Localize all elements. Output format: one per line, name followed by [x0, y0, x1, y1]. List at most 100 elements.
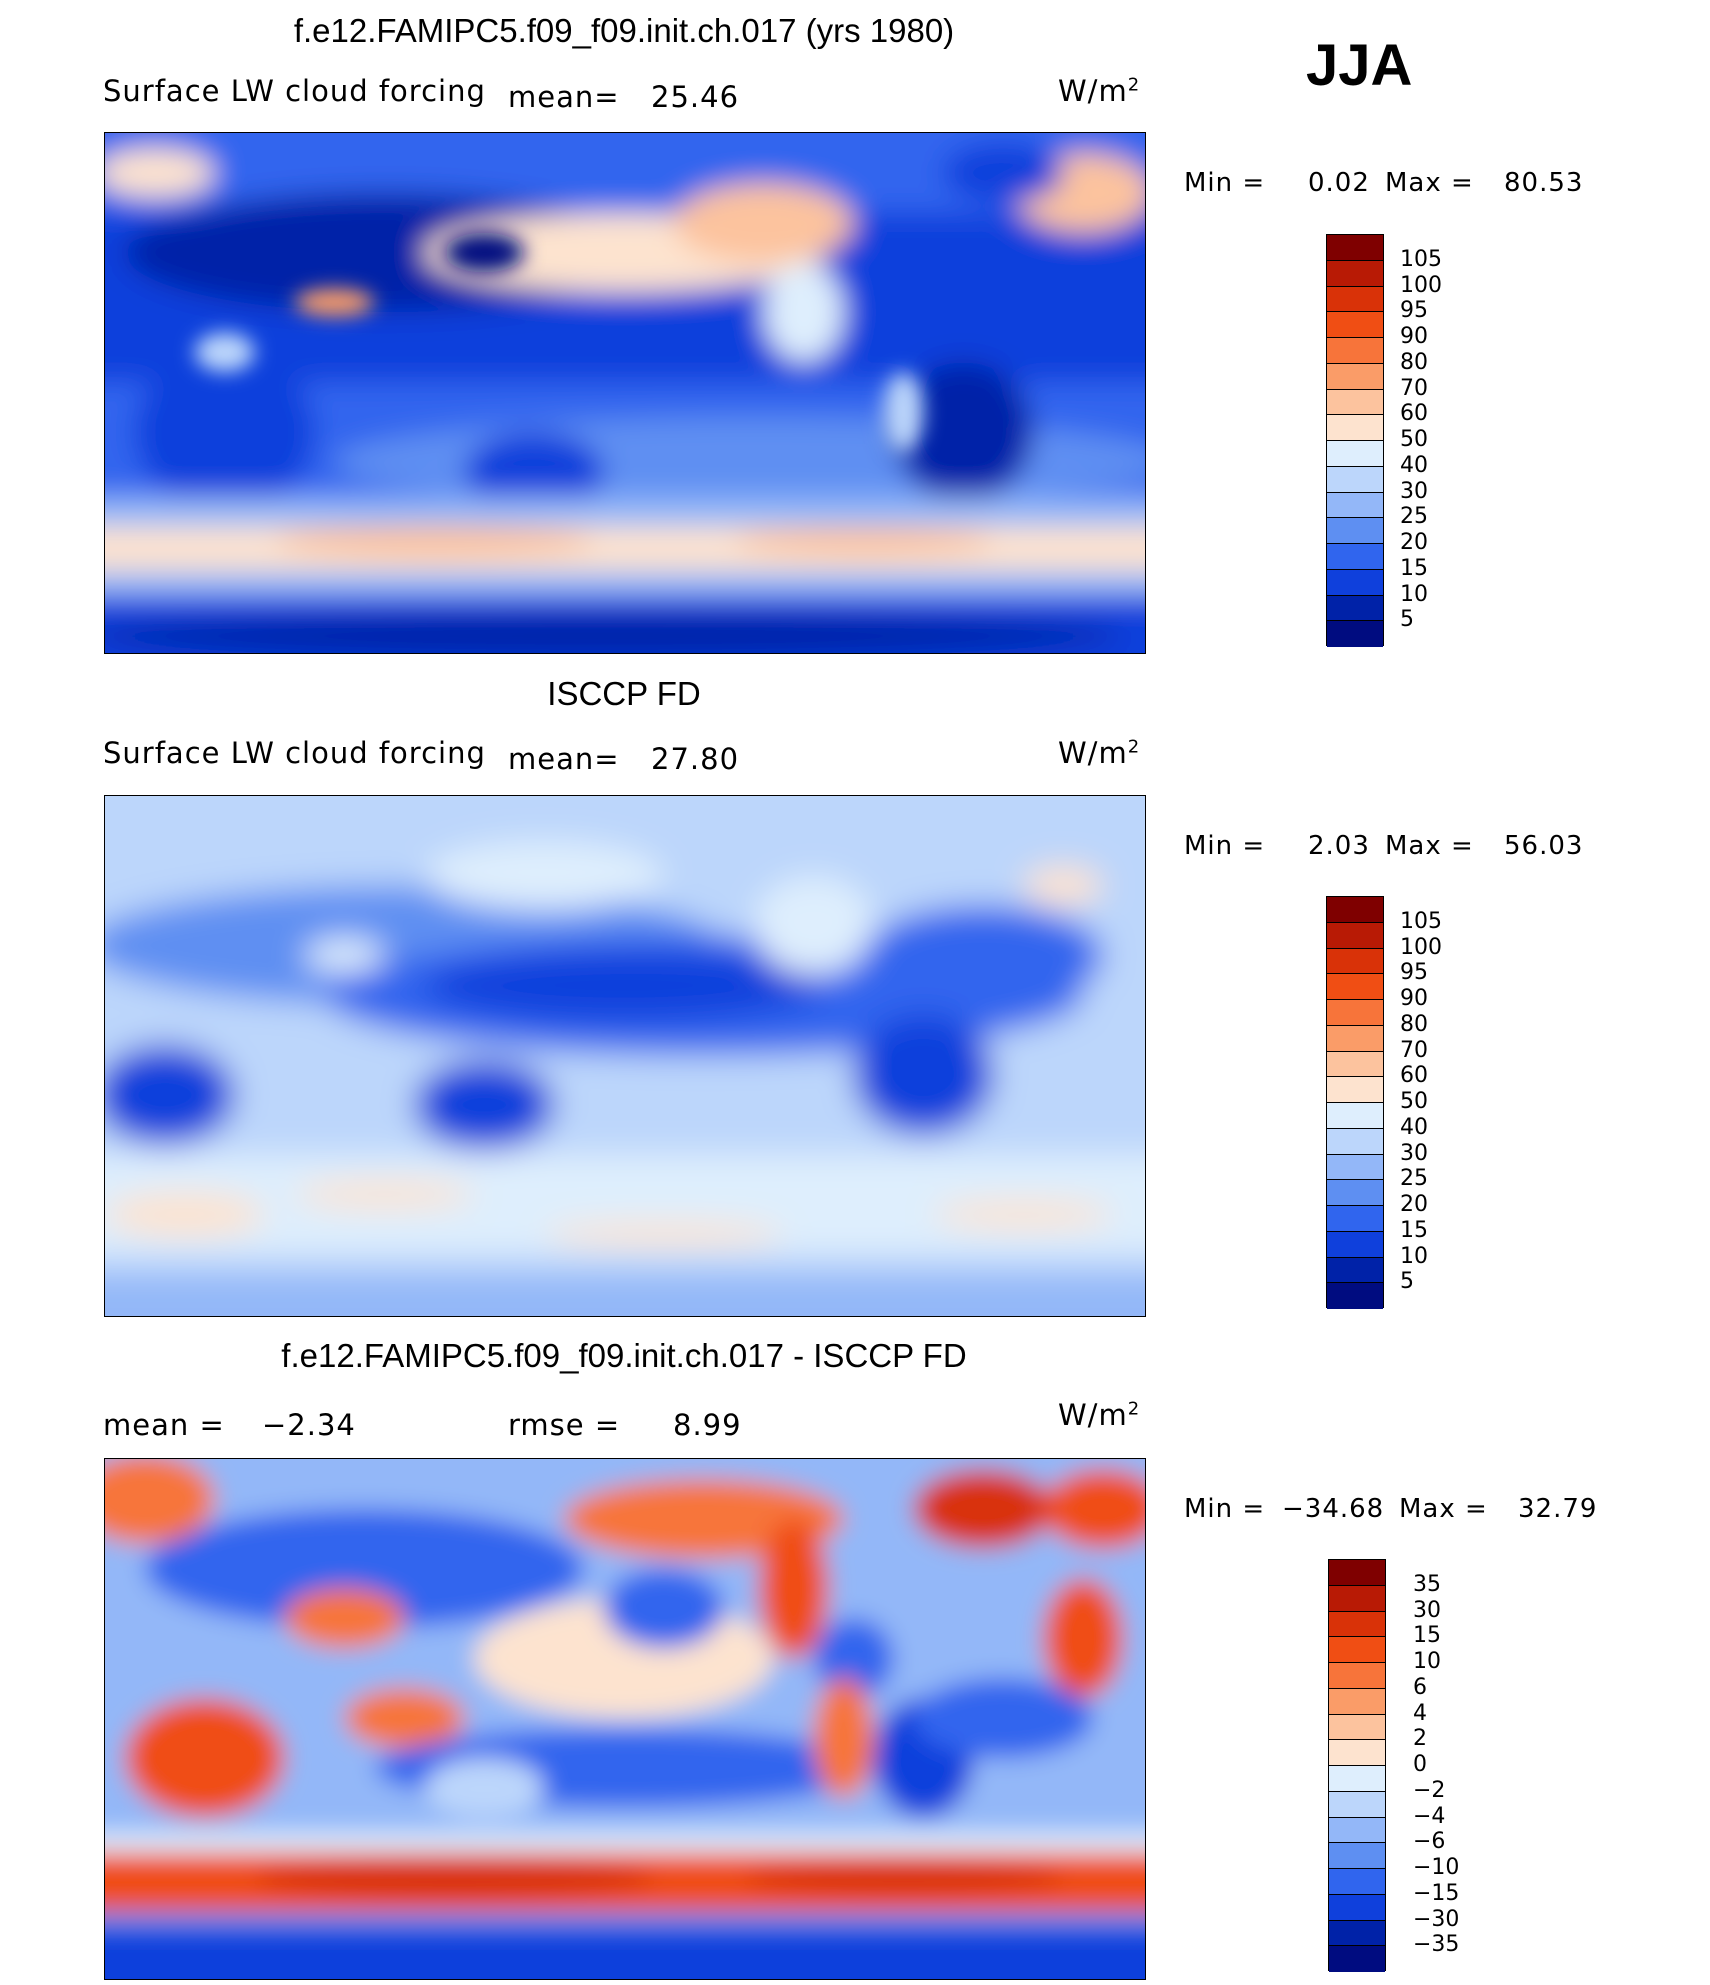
colorbar-swatch: [1327, 1283, 1383, 1309]
panel3-colorbar: [1328, 1559, 1386, 1972]
panel2-mean-value: 27.80: [651, 742, 740, 776]
colorbar-tick-label: 90: [1400, 986, 1428, 1011]
panel1-mean-value: 25.46: [651, 80, 740, 114]
panel2-title: ISCCP FD: [547, 675, 701, 712]
colorbar-tick-label: 15: [1400, 1217, 1428, 1243]
colorbar-swatch: [1329, 1585, 1385, 1612]
panel2-variable: Surface LW cloud forcing: [103, 736, 486, 770]
colorbar-tick-label: 4: [1413, 1700, 1427, 1726]
colorbar-tick-label: −35: [1413, 1932, 1460, 1958]
panel3-mean-label: mean =: [103, 1408, 225, 1442]
colorbar-swatch: [1327, 897, 1383, 923]
colorbar-tick-label: 20: [1400, 530, 1428, 555]
panel1-colorbar: [1326, 234, 1384, 647]
colorbar-swatch: [1329, 1766, 1385, 1792]
colorbar-swatch: [1327, 415, 1383, 441]
colorbar-tick-label: 70: [1400, 1037, 1428, 1063]
panel1-min-value: 0.02: [1308, 168, 1370, 198]
colorbar-tick-label: 30: [1413, 1597, 1441, 1623]
colorbar-swatch: [1329, 1894, 1385, 1921]
panel2-mean-label: mean=: [508, 742, 620, 776]
colorbar-swatch: [1327, 621, 1383, 647]
colorbar-swatch: [1327, 1025, 1383, 1052]
colorbar-swatch: [1327, 948, 1383, 975]
colorbar-tick-label: 40: [1400, 1114, 1428, 1140]
colorbar-tick-label: 10: [1413, 1649, 1441, 1674]
colorbar-tick-label: 100: [1400, 934, 1442, 960]
colorbar-swatch: [1327, 1051, 1383, 1078]
colorbar-swatch: [1329, 1688, 1385, 1715]
colorbar-tick-label: 90: [1400, 324, 1428, 349]
panel3-title: f.e12.FAMIPC5.f09_f09.init.ch.017 - ISCC…: [281, 1337, 967, 1374]
season-label: JJA: [1306, 33, 1413, 98]
panel1-max-label: Max =: [1385, 168, 1474, 198]
colorbar-tick-label: 5: [1400, 607, 1414, 633]
colorbar-tick-label: 80: [1400, 1011, 1428, 1037]
colorbar-tick-label: −2: [1413, 1777, 1446, 1803]
colorbar-swatch: [1327, 1206, 1383, 1232]
colorbar-swatch: [1329, 1920, 1385, 1947]
colorbar-tick-label: 20: [1400, 1192, 1428, 1217]
panel2-max-value: 56.03: [1504, 831, 1584, 861]
panel3-min-value: −34.68: [1282, 1494, 1385, 1524]
colorbar-swatch: [1327, 569, 1383, 596]
colorbar-tick-label: 25: [1400, 504, 1428, 530]
colorbar-swatch: [1329, 1946, 1385, 1972]
colorbar-swatch: [1327, 1077, 1383, 1103]
panel1-map-svg: [105, 133, 1145, 653]
colorbar-swatch: [1327, 389, 1383, 416]
colorbar-tick-label: −4: [1413, 1803, 1446, 1829]
colorbar-tick-label: 10: [1400, 581, 1428, 607]
colorbar-tick-label: 6: [1413, 1674, 1427, 1700]
colorbar-swatch: [1329, 1869, 1385, 1895]
colorbar-swatch: [1329, 1637, 1385, 1663]
panel2-min-value: 2.03: [1308, 831, 1370, 861]
colorbar-swatch: [1329, 1740, 1385, 1766]
colorbar-tick-label: 5: [1400, 1269, 1414, 1295]
colorbar-tick-label: 60: [1400, 401, 1428, 427]
colorbar-tick-label: 40: [1400, 452, 1428, 478]
colorbar-tick-label: −6: [1413, 1829, 1446, 1855]
colorbar-swatch: [1327, 518, 1383, 544]
colorbar-tick-label: −15: [1413, 1880, 1460, 1906]
colorbar-tick-label: 35: [1413, 1571, 1441, 1597]
panel2-units: W/m2: [1058, 736, 1141, 770]
colorbar-swatch: [1327, 1000, 1383, 1026]
colorbar-tick-label: 30: [1400, 1140, 1428, 1166]
panel1-max-value: 80.53: [1504, 168, 1584, 198]
colorbar-tick-label: −30: [1413, 1906, 1460, 1932]
panel3-max-label: Max =: [1399, 1494, 1488, 1524]
panel3-map-svg: [105, 1459, 1145, 1979]
colorbar-swatch: [1327, 974, 1383, 1000]
panel3-rmse-label: rmse =: [508, 1408, 621, 1442]
colorbar-swatch: [1327, 363, 1383, 390]
colorbar-swatch: [1329, 1791, 1385, 1818]
panel3-max-value: 32.79: [1518, 1494, 1598, 1524]
colorbar-swatch: [1329, 1560, 1385, 1586]
colorbar-swatch: [1327, 1154, 1383, 1181]
panel2-max-label: Max =: [1385, 831, 1474, 861]
panel3-map: [104, 1458, 1146, 1980]
colorbar-tick-label: −10: [1413, 1855, 1460, 1880]
colorbar-swatch: [1327, 544, 1383, 570]
colorbar-swatch: [1327, 235, 1383, 261]
colorbar-tick-label: 105: [1400, 908, 1442, 934]
colorbar-tick-label: 2: [1413, 1726, 1427, 1752]
panel1-mean-label: mean=: [508, 80, 620, 114]
colorbar-tick-label: 60: [1400, 1063, 1428, 1089]
panel1-variable: Surface LW cloud forcing: [103, 74, 486, 108]
colorbar-swatch: [1327, 338, 1383, 364]
colorbar-tick-label: 15: [1400, 555, 1428, 581]
panel2-map: [104, 795, 1146, 1317]
panel1-map: [104, 132, 1146, 654]
colorbar-swatch: [1327, 595, 1383, 622]
colorbar-tick-label: 25: [1400, 1166, 1428, 1192]
colorbar-swatch: [1327, 286, 1383, 313]
colorbar-swatch: [1327, 1180, 1383, 1206]
colorbar-swatch: [1327, 1103, 1383, 1129]
colorbar-swatch: [1327, 312, 1383, 338]
colorbar-tick-label: 15: [1413, 1623, 1441, 1649]
panel2-min-label: Min =: [1184, 831, 1266, 861]
colorbar-tick-label: 50: [1400, 1089, 1428, 1114]
colorbar-swatch: [1327, 1128, 1383, 1155]
